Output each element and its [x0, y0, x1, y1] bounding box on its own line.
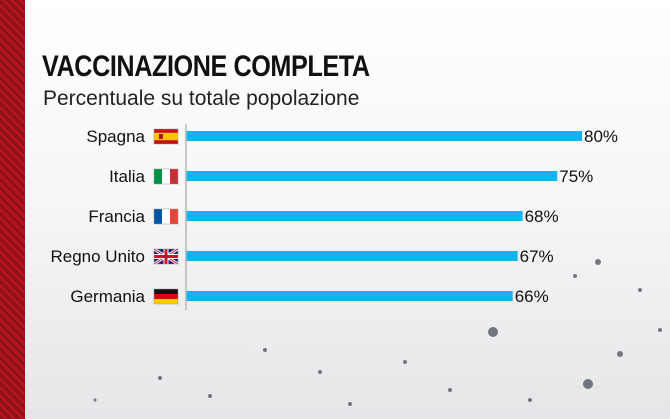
chart-subtitle: Percentuale su totale popolazione [43, 87, 360, 110]
bar-row: Spagna 80% [86, 127, 618, 146]
speckle-dot [583, 379, 593, 389]
data-label: 68% [525, 207, 559, 226]
uk-flag-icon [153, 247, 179, 266]
bar [186, 211, 523, 221]
bar [186, 131, 582, 141]
data-label: 67% [520, 247, 554, 266]
italy-flag-icon [153, 168, 179, 185]
speckle-dot [448, 388, 452, 392]
speckle-dot [638, 288, 642, 292]
speckle-dot [208, 394, 212, 398]
bar-row: Francia 68% [88, 207, 558, 226]
speckle-dot [595, 259, 601, 265]
speckle-dot [263, 348, 267, 352]
category-label: Germania [70, 287, 145, 306]
speckle-dot [403, 360, 407, 364]
speckle-dot [528, 398, 532, 402]
category-label: Italia [109, 167, 145, 186]
speckle-dot [158, 376, 162, 380]
chart-title: VACCINAZIONE COMPLETA [42, 50, 370, 83]
speckle-dot [348, 402, 352, 406]
data-label: 80% [584, 127, 618, 146]
speckle-dot [617, 351, 623, 357]
category-label: Regno Unito [50, 247, 145, 266]
bar [186, 171, 558, 181]
speckle-dot [93, 398, 97, 402]
speckle-dot [318, 370, 322, 374]
france-flag-icon [153, 208, 179, 225]
side-stripe [0, 0, 25, 419]
bar-row: Regno Unito 67% [50, 247, 553, 266]
bar [186, 251, 518, 261]
bar-row: Germania 66% [70, 287, 548, 306]
bars: Spagna 80% Italia 75% Francia 68% Regno Unito 6… [50, 127, 618, 306]
data-label: 66% [515, 287, 549, 306]
germany-flag-icon [153, 288, 179, 305]
category-label: Spagna [86, 127, 145, 146]
speckle-dot [573, 274, 577, 278]
data-label: 75% [559, 167, 593, 186]
speckle-dot [488, 327, 498, 337]
spain-flag-icon [153, 128, 179, 145]
speckle-decoration [93, 259, 662, 406]
bar-row: Italia 75% [109, 167, 593, 186]
category-label: Francia [88, 207, 145, 226]
bar [186, 291, 513, 301]
speckle-dot [658, 328, 662, 332]
